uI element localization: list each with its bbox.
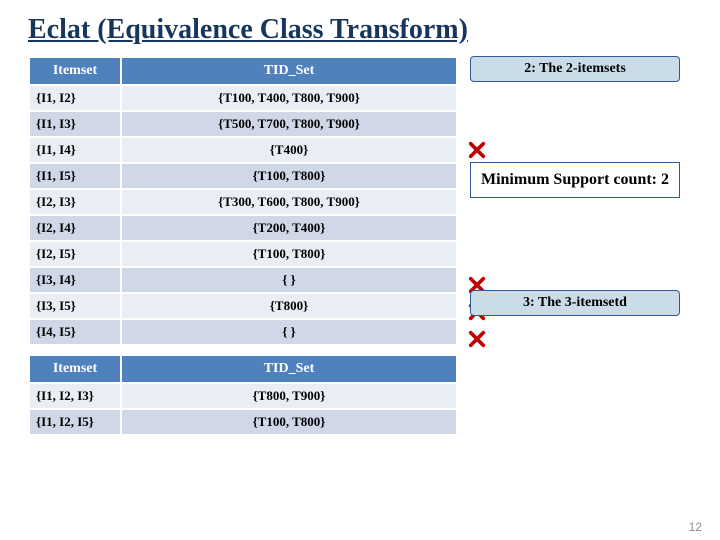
tidset-cell: {T100, T800} bbox=[122, 164, 456, 188]
step3-badge: 3: The 3-itemsetd bbox=[470, 290, 680, 316]
table-row: {I3, I4}{ } bbox=[30, 268, 456, 292]
itemset-cell: {I3, I4} bbox=[30, 268, 120, 292]
table-row: {I3, I5}{T800} bbox=[30, 294, 456, 318]
itemset-cell: {I2, I4} bbox=[30, 216, 120, 240]
tidset-cell: { } bbox=[122, 320, 456, 344]
step2-badge: 2: The 2-itemsets bbox=[470, 56, 680, 82]
annotations-column: 2: The 2-itemsets Minimum Support count:… bbox=[470, 56, 680, 444]
tables-column: Itemset TID_Set {I1, I2}{T100, T400, T80… bbox=[28, 56, 458, 444]
page-title: Eclat (Equivalence Class Transform) bbox=[0, 0, 720, 56]
table-row: {I4, I5}{ } bbox=[30, 320, 456, 344]
three-itemsets-table: Itemset TID_Set {I1, I2, I3}{T800, T900}… bbox=[28, 354, 458, 436]
min-support-box: Minimum Support count: 2 bbox=[470, 162, 680, 198]
tidset-cell: {T200, T400} bbox=[122, 216, 456, 240]
itemset-cell: {I1, I5} bbox=[30, 164, 120, 188]
tidset-cell: {T800, T900} bbox=[122, 384, 456, 408]
table-row: {I1, I4}{T400} bbox=[30, 138, 456, 162]
table-row: {I2, I4}{T200, T400} bbox=[30, 216, 456, 240]
table-row: {I1, I2}{T100, T400, T800, T900} bbox=[30, 86, 456, 110]
tidset-cell: {T100, T400, T800, T900} bbox=[122, 86, 456, 110]
table2-header-itemset: Itemset bbox=[30, 356, 120, 382]
tidset-cell: { } bbox=[122, 268, 456, 292]
itemset-cell: {I1, I4} bbox=[30, 138, 120, 162]
itemset-cell: {I3, I5} bbox=[30, 294, 120, 318]
table-row: {I1, I2, I3}{T800, T900} bbox=[30, 384, 456, 408]
itemset-cell: {I2, I3} bbox=[30, 190, 120, 214]
itemset-cell: {I1, I2, I5} bbox=[30, 410, 120, 434]
itemset-cell: {I1, I2, I3} bbox=[30, 384, 120, 408]
two-itemsets-table: Itemset TID_Set {I1, I2}{T100, T400, T80… bbox=[28, 56, 458, 346]
table2-wrap: Itemset TID_Set {I1, I2, I3}{T800, T900}… bbox=[28, 354, 458, 436]
table1-header-tidset: TID_Set bbox=[122, 58, 456, 84]
itemset-cell: {I1, I2} bbox=[30, 86, 120, 110]
table-row: {I1, I5}{T100, T800} bbox=[30, 164, 456, 188]
table1-wrap: Itemset TID_Set {I1, I2}{T100, T400, T80… bbox=[28, 56, 458, 346]
tidset-cell: {T800} bbox=[122, 294, 456, 318]
tidset-cell: {T300, T600, T800, T900} bbox=[122, 190, 456, 214]
tidset-cell: {T100, T800} bbox=[122, 410, 456, 434]
itemset-cell: {I1, I3} bbox=[30, 112, 120, 136]
table-row: {I1, I3}{T500, T700, T800, T900} bbox=[30, 112, 456, 136]
itemset-cell: {I4, I5} bbox=[30, 320, 120, 344]
tidset-cell: {T400} bbox=[122, 138, 456, 162]
tidset-cell: {T500, T700, T800, T900} bbox=[122, 112, 456, 136]
table-row: {I2, I3}{T300, T600, T800, T900} bbox=[30, 190, 456, 214]
tidset-cell: {T100, T800} bbox=[122, 242, 456, 266]
table2-header-tidset: TID_Set bbox=[122, 356, 456, 382]
table-row: {I2, I5}{T100, T800} bbox=[30, 242, 456, 266]
table-row: {I1, I2, I5}{T100, T800} bbox=[30, 410, 456, 434]
content-area: Itemset TID_Set {I1, I2}{T100, T400, T80… bbox=[0, 56, 720, 444]
page-number: 12 bbox=[689, 520, 702, 534]
itemset-cell: {I2, I5} bbox=[30, 242, 120, 266]
table1-header-itemset: Itemset bbox=[30, 58, 120, 84]
